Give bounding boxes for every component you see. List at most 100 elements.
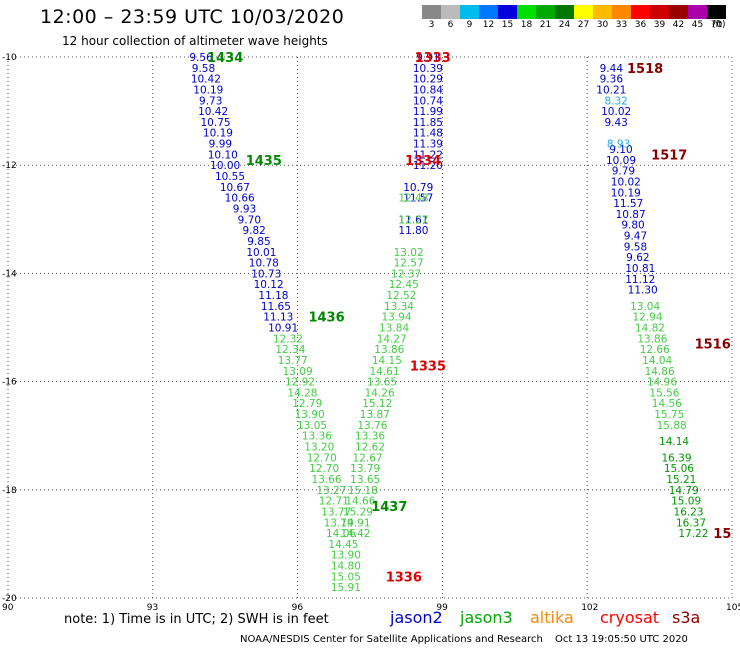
wave-height-value: 13.36: [302, 431, 332, 443]
track-number: 1434: [207, 51, 243, 66]
track-number: 1336: [386, 570, 422, 585]
wave-height-value: 12.57: [394, 258, 424, 270]
wave-height-value: 15.91: [331, 582, 361, 594]
wave-height-value: 10.73: [251, 268, 281, 280]
wave-height-value: 10.87: [616, 209, 646, 221]
y-tick-label: -16: [2, 378, 17, 388]
wave-height-value: 12.52: [386, 290, 416, 302]
wave-height-value: 14.42: [340, 528, 370, 540]
color-scale-tick: 30: [596, 20, 609, 30]
color-swatch: [688, 5, 707, 19]
color-swatch: [574, 5, 593, 19]
wave-height-value: 11.48: [413, 128, 443, 140]
wave-height-value: 14.15: [372, 355, 402, 367]
track-number: 15: [713, 527, 731, 542]
wave-height-value: 10.12: [254, 279, 284, 291]
color-swatch: [441, 5, 460, 19]
wave-height-value: 14.79: [669, 485, 699, 497]
wave-height-value: 11.80: [398, 225, 428, 237]
wave-height-value: 10.75: [201, 117, 231, 129]
color-scale-units: (ft): [712, 20, 726, 30]
color-scale-tick: 15: [501, 20, 514, 30]
wave-height-value: 14.45: [328, 539, 358, 551]
wave-height-value: 15.06: [664, 463, 694, 475]
wave-height-value: 13.77: [278, 355, 308, 367]
chart-subtitle: 12 hour collection of altimeter wave hei…: [62, 34, 328, 48]
wave-height-value: 9.80: [621, 220, 644, 232]
wave-height-value: 15.29: [343, 506, 373, 518]
wave-height-value: 14.04: [642, 355, 672, 367]
wave-height-value: 12.67: [353, 452, 383, 464]
wave-height-value: 10.21: [596, 84, 626, 96]
wave-height-value: 10.42: [191, 74, 221, 86]
wave-height-value: 9.44: [600, 63, 624, 75]
wave-height-value: 11.30: [628, 285, 658, 297]
wave-height-value: 11.57: [613, 198, 643, 210]
x-tick-label: 90: [2, 603, 14, 613]
color-swatch: [650, 5, 669, 19]
color-scale-tick: 33: [615, 20, 628, 30]
wave-height-value: 10.74: [413, 95, 443, 107]
wave-height-value: 9.99: [209, 139, 232, 151]
wave-height-value: 11.99: [413, 106, 443, 118]
wave-height-value: 8.93: [607, 139, 630, 151]
color-scale-tick: 24: [558, 20, 571, 30]
wave-height-value: 10.02: [601, 106, 631, 118]
x-tick-label: 93: [147, 603, 158, 613]
wave-height-value: 10.19: [203, 128, 233, 140]
wave-height-value: 9.70: [238, 214, 261, 226]
credit-line: NOAA/NESDIS Center for Satellite Applica…: [240, 634, 543, 645]
wave-height-value: 14.86: [645, 366, 675, 378]
wave-height-value: 9.58: [192, 63, 215, 75]
color-swatch: [707, 5, 726, 19]
wave-height-value: 11.20: [413, 160, 443, 172]
wave-height-value: 13.66: [312, 474, 342, 486]
wave-height-value: 13.65: [350, 474, 380, 486]
color-scale-bar: [422, 5, 726, 19]
wave-height-value: 13.27: [316, 485, 346, 497]
wave-height-value: 13.65: [367, 377, 397, 389]
wave-height-value: 12.79: [292, 398, 322, 410]
wave-height-value: 9.79: [612, 166, 635, 178]
track-number: 1516: [695, 338, 731, 353]
track-number: 1334: [405, 154, 441, 169]
wave-height-value: 12.34: [275, 344, 305, 356]
wave-height-value: 13.20: [304, 442, 334, 454]
wave-height-value: 16.37: [676, 517, 706, 529]
color-swatch: [612, 5, 631, 19]
wave-height-value: 11.85: [413, 117, 443, 129]
y-tick-label: -20: [2, 594, 17, 604]
wave-height-value: 9.36: [600, 74, 624, 86]
wave-height-value: 12.37: [391, 268, 421, 280]
color-scale-tick: 70: [710, 20, 723, 30]
wave-height-value: 9.56: [189, 52, 213, 64]
wave-height-value: 9.47: [624, 231, 647, 243]
track-number: 1436: [308, 311, 344, 326]
wave-height-value: 10.79: [403, 182, 433, 194]
wave-height-value: 14.28: [287, 387, 317, 399]
x-tick-label: 105: [726, 603, 740, 613]
wave-height-value: 15.88: [657, 420, 687, 432]
color-scale-tick: 21: [539, 20, 552, 30]
legend-item-altika: altika: [530, 608, 574, 627]
wave-height-value: 12.45: [389, 279, 419, 291]
wave-height-value: 12.62: [355, 442, 385, 454]
wave-height-value: 17.22: [678, 528, 708, 540]
track-number: 1435: [246, 154, 282, 169]
color-scale-tick: 3: [428, 20, 435, 30]
wave-height-value: 11.39: [413, 139, 443, 151]
wave-height-value: 14.26: [365, 387, 395, 399]
wave-height-value: 9.85: [247, 236, 270, 248]
wave-height-value: 11.61: [398, 214, 428, 226]
wave-height-value: 13.34: [384, 301, 414, 313]
color-swatch: [631, 5, 650, 19]
wave-height-value: 12.70: [307, 452, 337, 464]
wave-height-value: 10.66: [225, 193, 255, 205]
wave-height-value: 16.23: [674, 506, 704, 518]
wave-height-value: 9.93: [233, 203, 256, 215]
wave-height-value: 12.66: [640, 344, 670, 356]
wave-height-value: 10.84: [413, 84, 443, 96]
wave-height-value: 13.90: [295, 409, 325, 421]
wave-height-value: 10.81: [625, 263, 655, 275]
